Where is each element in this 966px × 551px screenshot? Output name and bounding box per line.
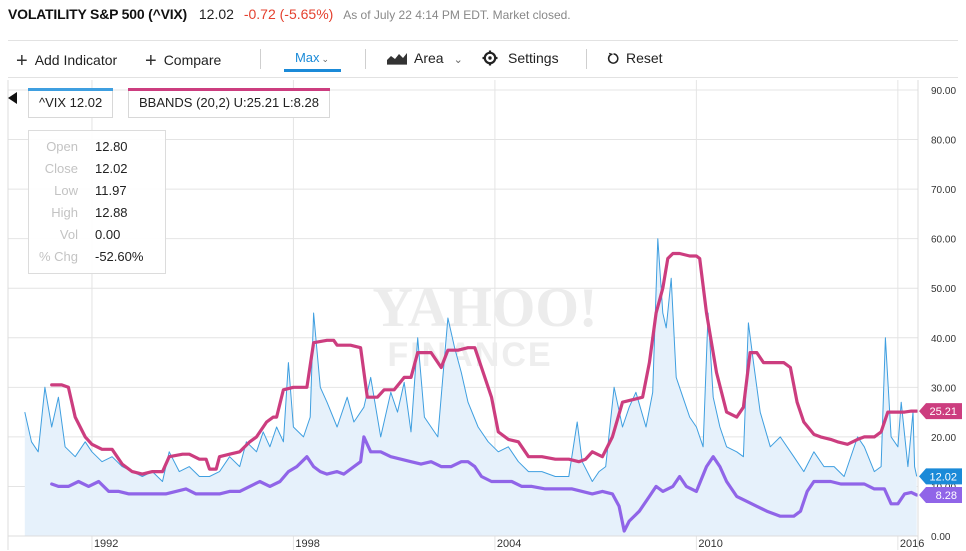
ohlc-row-open: Open 12.80: [29, 136, 165, 158]
ohlc-label: % Chg: [38, 249, 78, 264]
ohlc-value: -52.60%: [95, 249, 144, 264]
toolbar-divider: [260, 49, 261, 69]
add-indicator-button[interactable]: + Add Indicator: [16, 50, 117, 73]
plus-icon: +: [145, 50, 157, 72]
ohlc-value: 0.00: [95, 227, 121, 242]
range-selector[interactable]: Max ⌄: [284, 50, 340, 65]
range-label: Max: [294, 50, 320, 65]
x-tick-label: 1992: [94, 538, 118, 550]
reset-button[interactable]: Reset: [607, 50, 663, 66]
ohlc-value: 12.80: [95, 139, 128, 154]
ohlc-label: Low: [54, 183, 78, 198]
chevron-down-icon: ⌄: [453, 54, 463, 66]
price-tags: 12.02 25.21 8.28: [919, 403, 962, 503]
chart-toolbar: + Add Indicator + Compare Max ⌄ Area ⌄ Setti…: [8, 40, 958, 78]
price-tag-vix: [919, 468, 962, 485]
ohlc-tooltip: Open 12.80 Close 12.02 Low 11.97 High 12…: [28, 130, 166, 274]
y-tick-label: 30.00: [931, 383, 956, 394]
legend-bbands[interactable]: BBANDS (20,2) U:25.21 L:8.28: [128, 88, 330, 118]
x-tick-label: 2004: [497, 538, 521, 550]
ohlc-row-pct-change: % Chg -52.60%: [29, 246, 165, 268]
bbands-upper-line: [50, 251, 919, 476]
ohlc-label: Close: [44, 161, 78, 176]
ohlc-row-high: High 12.88: [29, 202, 165, 224]
reset-icon: [607, 52, 619, 64]
price-change: -0.72 (-5.65%): [243, 6, 334, 22]
ohlc-value: 12.88: [95, 205, 128, 220]
chart-type-button[interactable]: Area ⌄: [386, 50, 463, 66]
price-tag-lower: [919, 486, 962, 503]
ohlc-label: High: [51, 205, 78, 220]
y-tick-label: 50.00: [931, 284, 956, 295]
legend-vix-label: ^VIX 12.02: [39, 95, 103, 110]
x-tick-label: 2016: [900, 538, 924, 550]
reset-label: Reset: [626, 50, 663, 66]
x-tick-label: 1998: [295, 538, 319, 550]
toolbar-divider: [365, 49, 366, 69]
ohlc-label: Vol: [59, 227, 78, 242]
legend-bbands-label: BBANDS (20,2) U:25.21 L:8.28: [139, 95, 319, 110]
compare-label: Compare: [163, 52, 222, 68]
y-tick-label: 80.00: [931, 136, 956, 147]
vix-area-fill: [24, 238, 917, 536]
legend-toggle-arrow[interactable]: [8, 92, 17, 104]
range-selector-underline: [284, 69, 341, 72]
price-tag-upper: [919, 403, 962, 420]
symbol-title: VOLATILITY S&P 500 (^VIX): [8, 6, 187, 22]
price-tag-label: 12.02: [929, 471, 957, 483]
vix-line: [24, 238, 918, 482]
ohlc-row-vol: Vol 0.00: [29, 224, 165, 246]
watermark: YAHOO! FINANCE: [372, 277, 597, 374]
plus-icon: +: [16, 50, 28, 72]
ohlc-value: 12.02: [95, 161, 128, 176]
ohlc-row-low: Low 11.97: [29, 180, 165, 202]
compare-button[interactable]: + Compare: [145, 50, 221, 73]
series-layer: [24, 238, 919, 536]
legend-bbands-color: [128, 88, 330, 91]
ohlc-row-close: Close 12.02: [29, 158, 165, 180]
add-indicator-label: Add Indicator: [34, 52, 118, 68]
quote-header: VOLATILITY S&P 500 (^VIX) 12.02 -0.72 (-…: [8, 6, 571, 26]
chevron-down-icon: ⌄: [321, 54, 330, 64]
settings-button[interactable]: Settings: [482, 50, 559, 66]
price-tag-label: 25.21: [929, 406, 957, 418]
y-tick-label: 40.00: [931, 334, 956, 345]
y-tick-label: 70.00: [931, 185, 956, 196]
y-tick-label: 0.00: [931, 532, 951, 543]
ohlc-label: Open: [46, 139, 78, 154]
y-tick-label: 60.00: [931, 235, 956, 246]
y-tick-label: 90.00: [931, 86, 956, 97]
watermark-yahoo: YAHOO!: [372, 277, 597, 339]
gear-icon: [482, 50, 498, 66]
legend-vix-color: [28, 88, 114, 91]
y-tick-label: 20.00: [931, 433, 956, 444]
last-price: 12.02: [198, 6, 234, 22]
price-tag-label: 8.28: [936, 490, 957, 502]
settings-label: Settings: [508, 50, 559, 66]
x-tick-label: 2010: [698, 538, 722, 550]
area-chart-icon: [387, 53, 407, 65]
toolbar-divider: [586, 49, 587, 69]
ohlc-value: 11.97: [95, 183, 127, 198]
legend-vix[interactable]: ^VIX 12.02: [28, 88, 114, 118]
market-status: As of July 22 4:14 PM EDT. Market closed…: [343, 8, 571, 22]
chart-type-label: Area: [414, 50, 444, 66]
bbands-lower-line: [50, 435, 919, 533]
